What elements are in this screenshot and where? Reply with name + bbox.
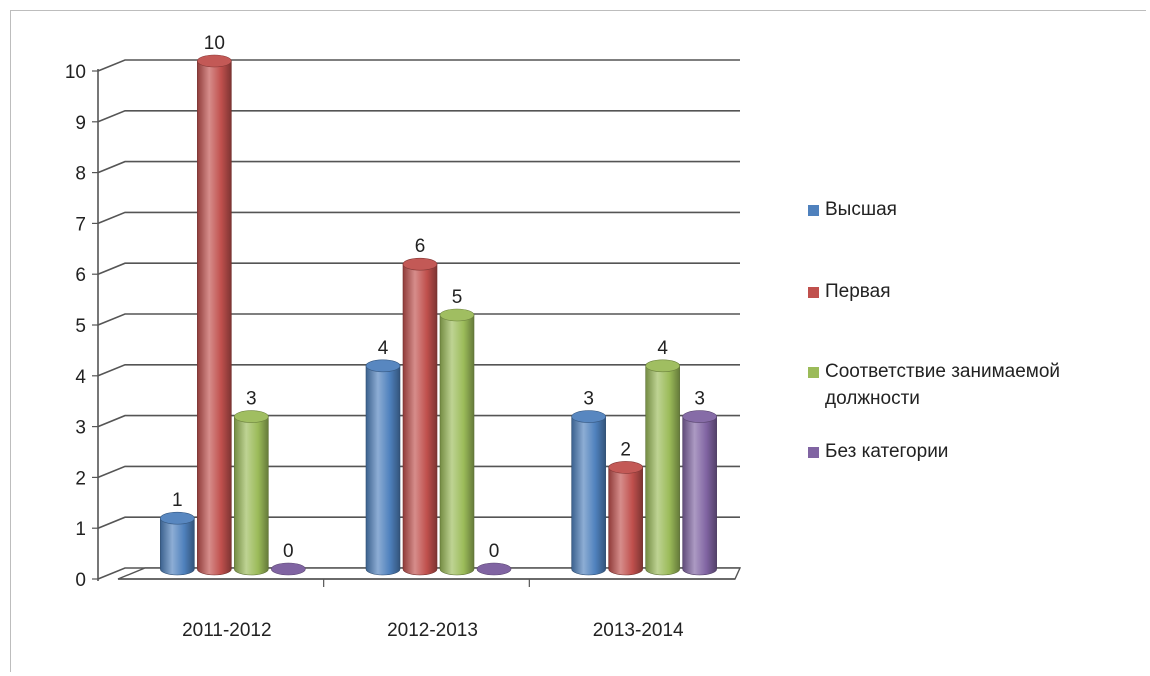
y-tick-label: 9 (75, 113, 86, 134)
legend-label: Высшая (825, 199, 897, 220)
gridline (97, 363, 740, 377)
legend-swatch (808, 367, 819, 378)
bar (571, 410, 606, 576)
bar (476, 562, 512, 576)
gridline (97, 465, 740, 479)
legend-label: Соответствие занимаемой должности (825, 361, 1061, 409)
grid-layer (97, 59, 740, 580)
y-tick-label: 3 (75, 418, 86, 439)
y-tick-label: 4 (75, 367, 86, 388)
data-label: 3 (246, 389, 257, 410)
legend-swatch (808, 205, 819, 216)
y-tick-label: 7 (75, 214, 86, 235)
data-label: 3 (583, 389, 594, 410)
legend-swatch (808, 447, 819, 458)
bar (402, 257, 438, 576)
x-tick-label: 2013-2014 (593, 620, 684, 641)
label-layer: 2011-2012 2012-2013 2013-2014 1 10 3 0 4 6 5 0 3 2 4 3 (172, 33, 705, 641)
gridline (97, 414, 740, 428)
y-tick-label: 5 (75, 316, 86, 337)
legend-item: Без категории (808, 438, 1125, 465)
data-label: 1 (172, 490, 183, 511)
data-label: 10 (204, 33, 225, 54)
chart-frame (10, 10, 1146, 672)
data-label: 4 (378, 338, 389, 359)
data-label: 0 (489, 541, 500, 562)
y-tick-label: 0 (75, 570, 86, 591)
bar (439, 308, 475, 576)
data-label: 6 (415, 236, 426, 257)
bar (608, 461, 643, 576)
bar (365, 359, 401, 576)
bar (160, 511, 195, 576)
bar (271, 562, 306, 576)
gridline (97, 211, 740, 225)
gridline (97, 313, 740, 326)
legend-item: Высшая (808, 196, 1125, 223)
bar (645, 359, 680, 576)
y-tick-label: 8 (75, 164, 86, 185)
y-tick-label: 1 (75, 519, 86, 540)
data-label: 0 (283, 541, 294, 562)
legend-swatch (808, 287, 819, 298)
y-tick-label: 10 (65, 62, 86, 83)
data-label: 3 (694, 389, 705, 410)
legend-label: Первая (825, 281, 891, 302)
legend-label: Без категории (825, 441, 949, 462)
data-label: 5 (452, 287, 463, 308)
x-tick-label: 2011-2012 (182, 620, 271, 641)
y-tick-label: 6 (75, 265, 86, 286)
legend-item: Соответствие занимаемой должности (808, 358, 1125, 412)
data-label: 2 (620, 439, 631, 460)
bar (234, 410, 269, 576)
bar (197, 54, 232, 576)
legend-item: Первая (808, 278, 1125, 305)
bar-layer (160, 54, 717, 576)
y-tick-label: 2 (75, 468, 86, 489)
gridline (97, 262, 740, 275)
gridline (97, 59, 740, 72)
x-tick-label: 2012-2013 (387, 620, 478, 641)
gridline (97, 516, 740, 529)
gridline (97, 160, 740, 174)
data-label: 4 (657, 338, 668, 359)
gridline (97, 110, 740, 123)
bar (682, 410, 717, 576)
